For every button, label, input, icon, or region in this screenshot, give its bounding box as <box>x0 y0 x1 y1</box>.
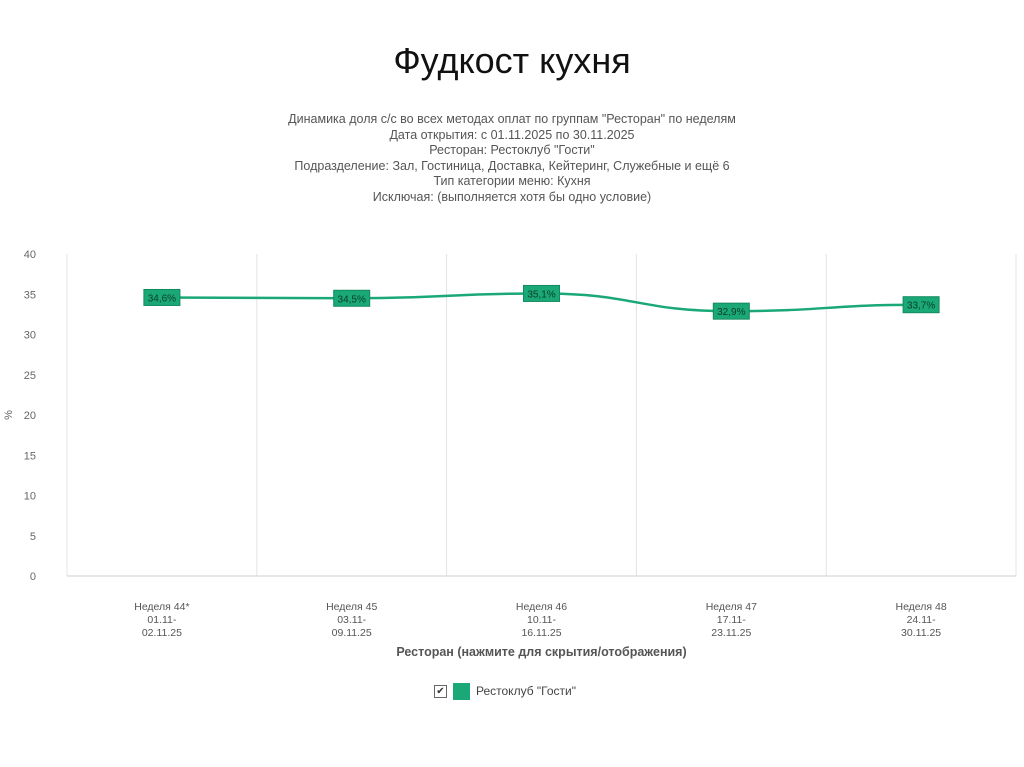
chart-title-line: Исключая: (выполняется хотя бы одно усло… <box>372 189 652 204</box>
y-tick-label: 15 <box>24 450 36 462</box>
chart-legend[interactable]: ✔ Рестоклуб "Гости" <box>434 680 576 702</box>
chart-title-line: Дата открытия: с 01.11.2025 по 30.11.202… <box>389 127 635 142</box>
x-tick-label: 01.11- <box>147 614 176 626</box>
chart-title-line: Тип категории меню: Кухня <box>433 174 591 188</box>
y-tick-label: 30 <box>24 330 36 342</box>
x-tick-label: Неделя 47 <box>706 601 757 613</box>
data-point <box>143 288 181 306</box>
legend-checkbox[interactable]: ✔ <box>434 684 447 698</box>
y-tick-label: 25 <box>24 370 36 382</box>
x-tick-label: Неделя 48 <box>895 601 946 613</box>
y-tick-label: 0 <box>30 571 36 583</box>
x-axis-label: Ресторан (нажмите для скрытия/отображени… <box>396 645 686 659</box>
x-tick-label: 16.11.25 <box>521 627 561 639</box>
legend-swatch <box>453 682 470 700</box>
x-tick-label: 23.11.25 <box>711 627 751 639</box>
data-label: 33,7% <box>907 301 935 312</box>
x-tick-label: 30.11.25 <box>901 627 941 639</box>
x-tick-label: 24.11- <box>907 614 936 626</box>
slide-title: Фудкост кухня <box>393 40 631 81</box>
y-tick-label: 35 <box>24 289 36 301</box>
y-tick-label: 10 <box>24 491 36 503</box>
y-tick-label: 20 <box>24 410 36 422</box>
x-tick-label: 02.11.25 <box>142 627 182 639</box>
x-tick-label: Неделя 44* <box>134 601 189 613</box>
x-tick-label: Неделя 46 <box>516 601 567 613</box>
y-axis-label: % <box>3 410 15 420</box>
data-label: 34,6% <box>148 293 176 304</box>
chart-title-line: Ресторан: Рестоклуб "Гости" <box>429 143 595 157</box>
x-tick-label: 09.11.25 <box>332 627 372 639</box>
data-point <box>333 289 371 307</box>
x-tick-label: 03.11- <box>337 614 366 626</box>
x-tick-label: 17.11- <box>717 614 746 626</box>
x-tick-label: 10.11- <box>527 614 556 626</box>
chart-title-line: Подразделение: Зал, Гостиница, Доставка,… <box>294 158 730 173</box>
y-tick-label: 40 <box>24 249 36 261</box>
chart-title-line: Динамика доля с/с во всех методах оплат … <box>288 112 736 126</box>
data-point <box>712 302 750 320</box>
data-label: 35,1% <box>527 289 555 300</box>
data-label: 32,9% <box>717 307 745 318</box>
x-tick-label: Неделя 45 <box>326 601 377 613</box>
y-tick-label: 5 <box>30 531 36 543</box>
chart-title-block: Динамика доля с/с во всех методах оплат … <box>0 112 1024 205</box>
data-label: 34,5% <box>338 294 366 305</box>
legend-label[interactable]: Рестоклуб "Гости" <box>476 684 577 698</box>
data-point <box>902 296 940 314</box>
data-point <box>523 284 560 302</box>
